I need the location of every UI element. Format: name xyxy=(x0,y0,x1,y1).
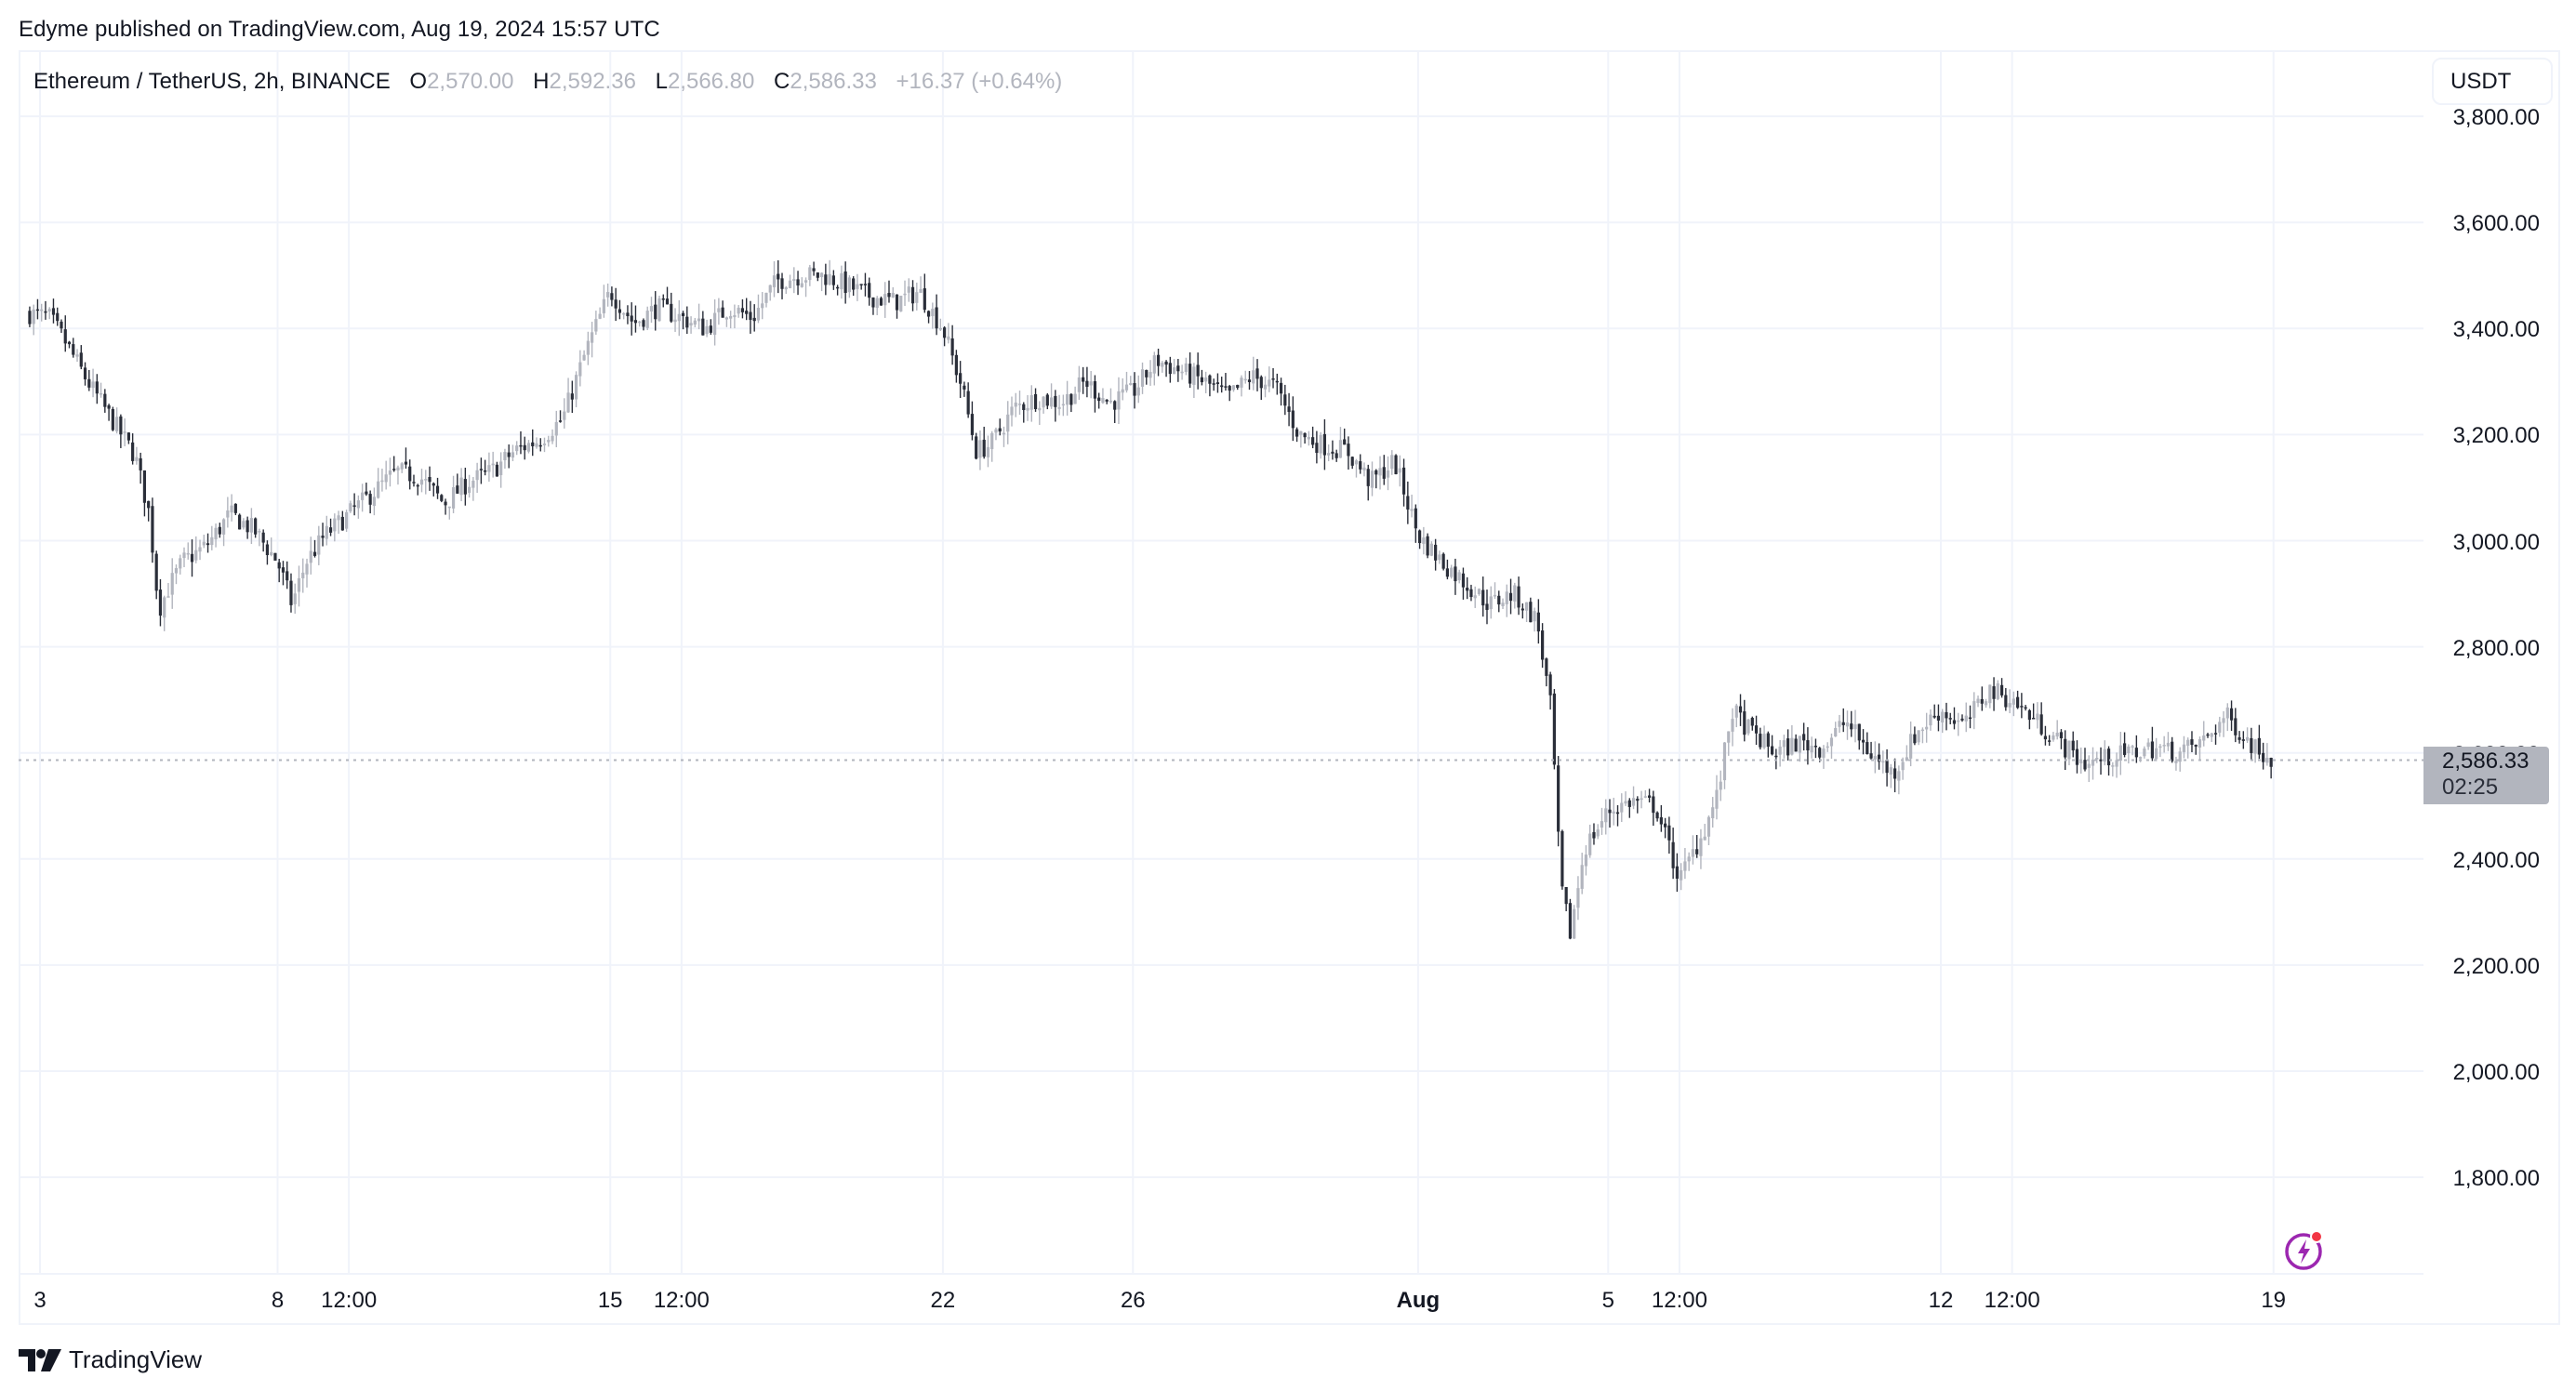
time-tick-label: 8 xyxy=(271,1288,285,1313)
open-value: 2,570.00 xyxy=(427,69,514,94)
last-price-value: 2,586.33 xyxy=(2442,748,2530,774)
time-tick-label: 12:00 xyxy=(653,1288,710,1313)
candlestick-chart xyxy=(19,50,2423,1273)
time-tick-label: 3 xyxy=(33,1288,46,1313)
low-value: 2,566.80 xyxy=(667,69,755,94)
price-tick-label: 3,600.00 xyxy=(2452,211,2540,237)
time-tick-label: 12:00 xyxy=(1651,1288,1707,1313)
brand-name: TradingView xyxy=(69,1345,203,1373)
time-axis[interactable]: 3 8 12:00 15 12:00 22 26 Aug 5 12:00 12 12:00 19 xyxy=(19,1273,2423,1325)
time-tick-label: 5 xyxy=(1601,1288,1614,1313)
symbol-label[interactable]: Ethereum / TetherUS, 2h, BINANCE xyxy=(33,69,391,94)
close-value: 2,586.33 xyxy=(790,69,877,94)
open-key: O xyxy=(409,69,428,94)
price-tick-label: 2,000.00 xyxy=(2452,1060,2540,1085)
close-key: C xyxy=(774,69,790,94)
published-line: Edyme published on TradingView.com, Aug … xyxy=(19,17,660,42)
time-tick-label: 15 xyxy=(597,1288,623,1313)
currency-button[interactable]: USDT xyxy=(2432,58,2553,105)
price-tick-label: 2,400.00 xyxy=(2452,847,2540,873)
time-tick-label: 12:00 xyxy=(321,1288,378,1313)
last-price-label: 2,586.33 02:25 xyxy=(2423,747,2549,804)
price-tick-label: 1,800.00 xyxy=(2452,1166,2540,1192)
time-tick-label: Aug xyxy=(1396,1288,1441,1313)
notification-dot-icon xyxy=(2310,1230,2323,1243)
time-tick-label: 12:00 xyxy=(1984,1288,2040,1313)
high-value: 2,592.36 xyxy=(549,69,636,94)
price-tick-label: 3,400.00 xyxy=(2452,317,2540,343)
lightning-icon xyxy=(2285,1230,2323,1270)
price-axis[interactable]: 3,800.00 3,600.00 3,400.00 3,200.00 3,000.00… xyxy=(2423,50,2560,1273)
time-tick-label: 26 xyxy=(1120,1288,1146,1313)
time-tick-label: 12 xyxy=(1928,1288,1954,1313)
chart-plot-area[interactable] xyxy=(19,50,2423,1273)
price-tick-label: 3,200.00 xyxy=(2452,423,2540,449)
chart-frame xyxy=(19,50,2560,1325)
ohlc-legend: Ethereum / TetherUS, 2h, BINANCE O2,570.… xyxy=(33,69,1062,95)
tradingview-logo-icon xyxy=(19,1348,61,1371)
tradingview-brand[interactable]: TradingView xyxy=(19,1345,202,1374)
price-tick-label: 3,000.00 xyxy=(2452,529,2540,555)
time-tick-label: 22 xyxy=(930,1288,956,1313)
low-key: L xyxy=(655,69,668,94)
flash-news-button[interactable] xyxy=(2283,1227,2328,1272)
bar-countdown: 02:25 xyxy=(2442,775,2499,800)
price-tick-label: 2,200.00 xyxy=(2452,953,2540,979)
price-tick-label: 3,800.00 xyxy=(2452,105,2540,131)
high-key: H xyxy=(533,69,550,94)
price-tick-label: 2,800.00 xyxy=(2452,635,2540,661)
change-value: +16.37 (+0.64%) xyxy=(896,69,1063,94)
time-tick-label: 19 xyxy=(2261,1288,2287,1313)
